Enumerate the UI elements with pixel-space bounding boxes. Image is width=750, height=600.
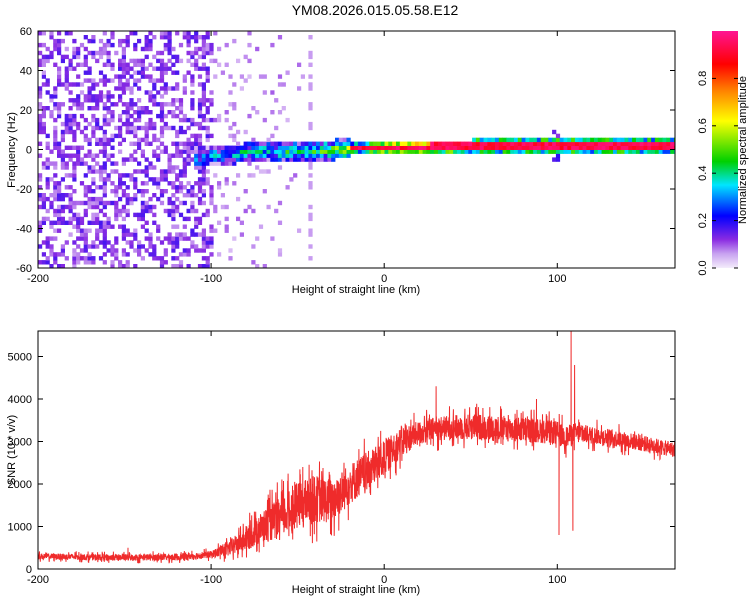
spectrogram-y-ticks: -60 -40 -20 0 20 40 60 [16, 26, 675, 275]
spectrogram-y-tick-label: -40 [16, 224, 32, 236]
snr-y-tick-label: 3000 [8, 437, 32, 449]
snr-plot-area [38, 331, 675, 569]
spectrogram-x-tick-label: -200 [27, 273, 49, 285]
spectrogram-y-tick-label: 0 [26, 145, 32, 157]
spectrogram-y-tick-label: -20 [16, 184, 32, 196]
colorbar-gradient [712, 31, 738, 268]
snr-y-tick-label: 1000 [8, 522, 32, 534]
colorbar-tick-label: 0.6 [697, 118, 709, 133]
spectrogram-x-tick-label: 0 [381, 273, 387, 285]
snr-x-tick-label: 100 [548, 574, 566, 586]
snr-x-tick-label: 0 [381, 574, 387, 586]
colorbar: 0.0 0.2 0.4 0.6 0.8 Normalized spectral ampl… [697, 31, 749, 276]
snr-x-tick-label: -200 [27, 574, 49, 586]
snr-series-line [38, 331, 675, 564]
snr-y-tick-label: 4000 [8, 394, 32, 406]
colorbar-tick-label: 0.8 [697, 71, 709, 86]
spectrogram-x-label: Height of straight line (km) [292, 284, 420, 296]
colorbar-tick-label: 0.4 [697, 166, 709, 181]
snr-y-tick-label: 2000 [8, 479, 32, 491]
snr-x-label: Height of straight line (km) [292, 584, 420, 596]
snr-y-tick-label: 5000 [8, 352, 32, 364]
snr-panel: -200 -100 0 100 0 1000 2000 3000 4000 5000 Heigh… [6, 330, 676, 596]
snr-x-ticks: -200 -100 0 100 [27, 331, 566, 586]
colorbar-tick-label: 0.0 [697, 260, 709, 275]
colorbar-label: Normalized spectral amplitude [737, 76, 749, 224]
spectrogram-y-tick-label: 20 [20, 105, 32, 117]
colorbar-ticks: 0.0 0.2 0.4 0.6 0.8 [697, 71, 738, 276]
snr-frame [37, 330, 676, 570]
snr-x-tick-label: -100 [200, 574, 222, 586]
snr-y-ticks: 0 1000 2000 3000 4000 5000 [8, 352, 675, 576]
spectrogram-y-tick-label: 60 [20, 26, 32, 38]
spectrogram-y-tick-label: -60 [16, 263, 32, 275]
spectrogram-cells [38, 31, 675, 268]
spectrogram-x-tick-label: 100 [548, 273, 566, 285]
spectrogram-x-ticks: -200 -100 0 100 [27, 31, 566, 285]
spectrogram-y-label: Frequency (Hz) [6, 112, 18, 188]
snr-y-label: SNR (10 * v/v) [6, 415, 18, 485]
chart-title: YM08.2026.015.05.58.E12 [292, 2, 459, 18]
spectrogram-x-tick-label: -100 [200, 273, 222, 285]
spectrogram-y-tick-label: 40 [20, 66, 32, 78]
snr-y-tick-label: 0 [26, 564, 32, 576]
colorbar-tick-label: 0.2 [697, 213, 709, 228]
